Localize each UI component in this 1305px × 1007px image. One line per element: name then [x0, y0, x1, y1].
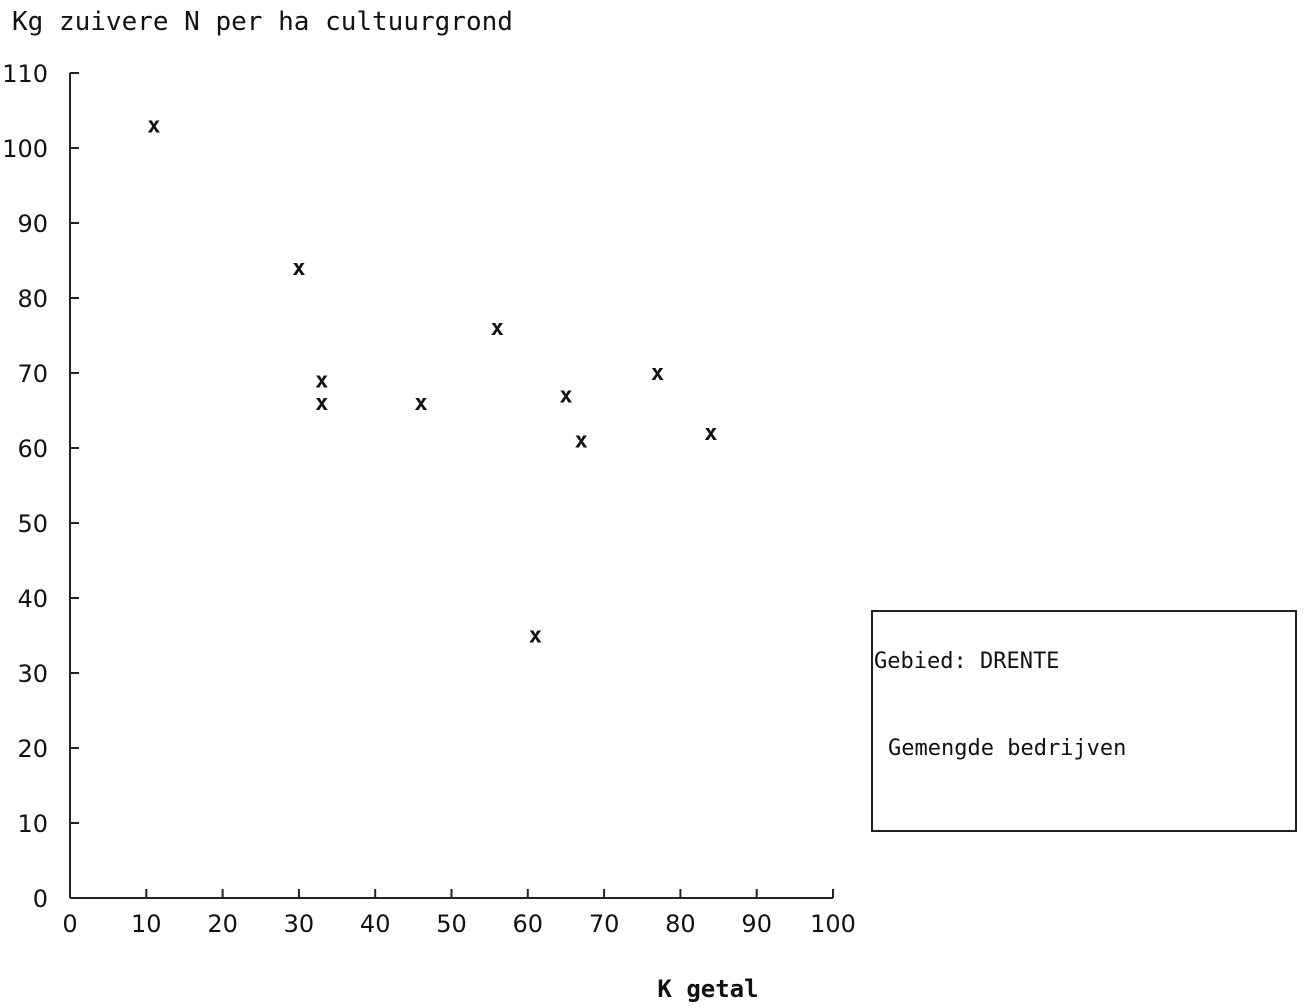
y-axis-label: Kg zuivere N per ha cultuurgrond — [12, 7, 513, 37]
data-point: x — [315, 391, 328, 416]
x-tick-label: 80 — [665, 910, 696, 938]
data-point: x — [529, 624, 542, 649]
legend-box: Gebied: DRENTE Gemengde bedrijven — [871, 610, 1297, 832]
x-tick-label: 90 — [741, 910, 772, 938]
legend-line-1: Gebied: DRENTE — [874, 649, 1059, 674]
y-tick-label: 0 — [33, 885, 48, 913]
y-tick-label: 50 — [17, 510, 48, 538]
y-tick-label: 110 — [2, 60, 48, 88]
ticks: 0 10 20 30 40 50 60 70 80 90 100 0 10 20 30 40 50 60 70 80 9… — [2, 60, 856, 938]
axes — [69, 73, 833, 899]
y-tick-label: 70 — [17, 360, 48, 388]
data-point: x — [704, 421, 717, 446]
y-tick-label: 10 — [17, 810, 48, 838]
y-tick-label: 30 — [17, 660, 48, 688]
y-tick-label: 20 — [17, 735, 48, 763]
data-point: x — [575, 429, 588, 454]
x-tick-label: 60 — [513, 910, 544, 938]
x-tick-label: 0 — [62, 910, 77, 938]
x-tick-label: 10 — [131, 910, 162, 938]
x-tick-label: 70 — [589, 910, 620, 938]
x-tick-label: 40 — [360, 910, 391, 938]
data-point: x — [651, 361, 664, 386]
y-tick-label: 60 — [17, 435, 48, 463]
data-point: x — [559, 384, 572, 409]
x-tick-label: 30 — [284, 910, 315, 938]
y-tick-label: 80 — [17, 285, 48, 313]
y-tick-label: 90 — [17, 210, 48, 238]
legend-frame — [871, 610, 1297, 832]
data-point: x — [292, 256, 305, 281]
y-tick-label: 100 — [2, 135, 48, 163]
x-tick-label: 20 — [207, 910, 238, 938]
data-point: x — [315, 369, 328, 394]
legend-line-2: Gemengde bedrijven — [888, 736, 1126, 761]
y-tick-label: 40 — [17, 585, 48, 613]
data-point: x — [147, 114, 160, 139]
x-axis-label: K getal — [657, 975, 758, 1003]
data-point: x — [414, 391, 427, 416]
data-point: x — [491, 316, 504, 341]
x-tick-label: 50 — [436, 910, 467, 938]
x-tick-label: 100 — [810, 910, 856, 938]
